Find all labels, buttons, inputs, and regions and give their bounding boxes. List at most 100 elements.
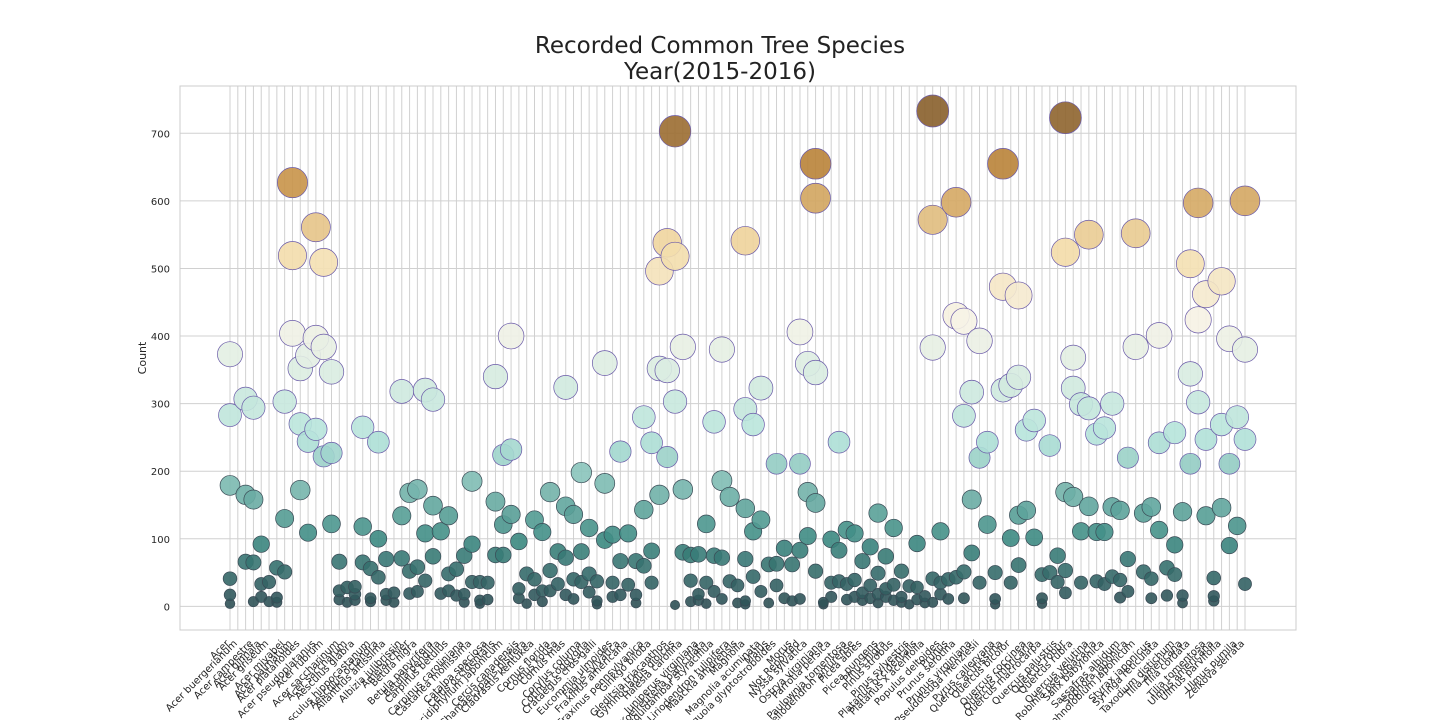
data-point xyxy=(1163,421,1187,445)
data-point xyxy=(640,431,663,455)
data-point xyxy=(612,553,629,570)
data-point xyxy=(461,470,483,492)
data-point xyxy=(976,430,999,454)
data-point xyxy=(940,187,972,218)
data-point xyxy=(521,598,532,609)
data-point xyxy=(1186,390,1211,415)
data-point xyxy=(1072,522,1091,541)
data-point xyxy=(418,573,433,588)
data-point xyxy=(1074,575,1089,590)
data-point xyxy=(1120,218,1151,249)
data-point xyxy=(690,546,707,563)
data-point xyxy=(252,535,270,553)
data-point xyxy=(1144,571,1159,586)
data-point xyxy=(367,430,390,454)
data-point xyxy=(656,446,679,468)
data-point xyxy=(1228,516,1247,536)
data-point xyxy=(737,550,754,568)
data-point xyxy=(958,592,970,605)
data-point xyxy=(1100,391,1125,416)
data-point xyxy=(1050,575,1065,590)
data-point xyxy=(716,593,728,605)
data-point xyxy=(830,541,848,559)
data-point xyxy=(1038,434,1062,457)
data-point xyxy=(353,517,372,536)
data-point xyxy=(670,600,681,610)
data-point xyxy=(708,336,735,363)
data-point xyxy=(1006,364,1032,390)
data-point xyxy=(707,585,721,598)
data-point xyxy=(609,440,632,463)
data-point xyxy=(222,571,238,586)
data-point xyxy=(798,527,817,545)
data-point xyxy=(485,491,506,512)
data-point xyxy=(952,403,976,428)
data-point xyxy=(1076,396,1101,421)
y-axis-label: Count xyxy=(136,341,149,374)
data-point xyxy=(580,518,599,538)
data-point xyxy=(480,575,495,590)
data-point xyxy=(1092,416,1117,440)
data-point xyxy=(789,452,811,475)
data-point xyxy=(1074,219,1104,250)
data-point xyxy=(959,379,984,405)
data-point xyxy=(1010,557,1027,573)
data-point xyxy=(861,538,879,556)
data-point xyxy=(536,596,548,608)
data-point xyxy=(1004,281,1033,310)
data-point xyxy=(966,327,993,354)
data-point xyxy=(603,525,622,544)
data-point xyxy=(1060,344,1087,371)
data-point xyxy=(683,573,698,588)
y-tick-label: 400 xyxy=(151,332,170,343)
data-point xyxy=(378,550,395,568)
data-point xyxy=(348,580,362,594)
data-point xyxy=(481,593,494,606)
data-point xyxy=(702,410,726,434)
data-point xyxy=(392,506,412,526)
data-points xyxy=(217,94,1261,610)
data-point xyxy=(605,575,620,590)
data-point xyxy=(1167,567,1183,582)
data-point xyxy=(1206,570,1221,586)
data-point xyxy=(241,395,266,420)
data-point xyxy=(1184,306,1212,334)
data-point xyxy=(310,333,337,360)
data-point xyxy=(632,405,656,429)
y-tick-label: 700 xyxy=(151,129,170,140)
data-point xyxy=(1036,592,1048,605)
data-point xyxy=(219,475,241,496)
data-point xyxy=(1172,502,1193,522)
data-point xyxy=(660,241,690,271)
data-point xyxy=(1166,536,1184,554)
data-point xyxy=(868,503,888,523)
data-point xyxy=(1050,237,1080,267)
data-point xyxy=(1179,452,1202,475)
data-point xyxy=(290,479,311,501)
data-point xyxy=(961,489,982,510)
data-point xyxy=(919,334,946,361)
data-point xyxy=(699,575,714,590)
data-point xyxy=(1145,592,1158,605)
data-point xyxy=(420,387,446,412)
data-point xyxy=(870,565,886,581)
data-point xyxy=(539,482,561,503)
data-point xyxy=(910,580,924,595)
data-point xyxy=(802,359,829,386)
data-point xyxy=(768,555,785,572)
data-point xyxy=(270,591,283,604)
data-point xyxy=(223,588,237,602)
data-point xyxy=(1079,496,1099,517)
chart-title: Recorded Common Tree Species xyxy=(534,33,906,59)
data-point xyxy=(1116,446,1139,469)
data-point xyxy=(1207,590,1220,603)
data-point xyxy=(1150,520,1169,540)
data-point xyxy=(424,548,442,565)
data-point xyxy=(320,441,343,464)
data-point xyxy=(1177,361,1203,387)
data-point xyxy=(884,518,903,538)
data-point xyxy=(1145,322,1173,349)
plot-frame xyxy=(179,85,1297,631)
data-point xyxy=(501,504,521,524)
